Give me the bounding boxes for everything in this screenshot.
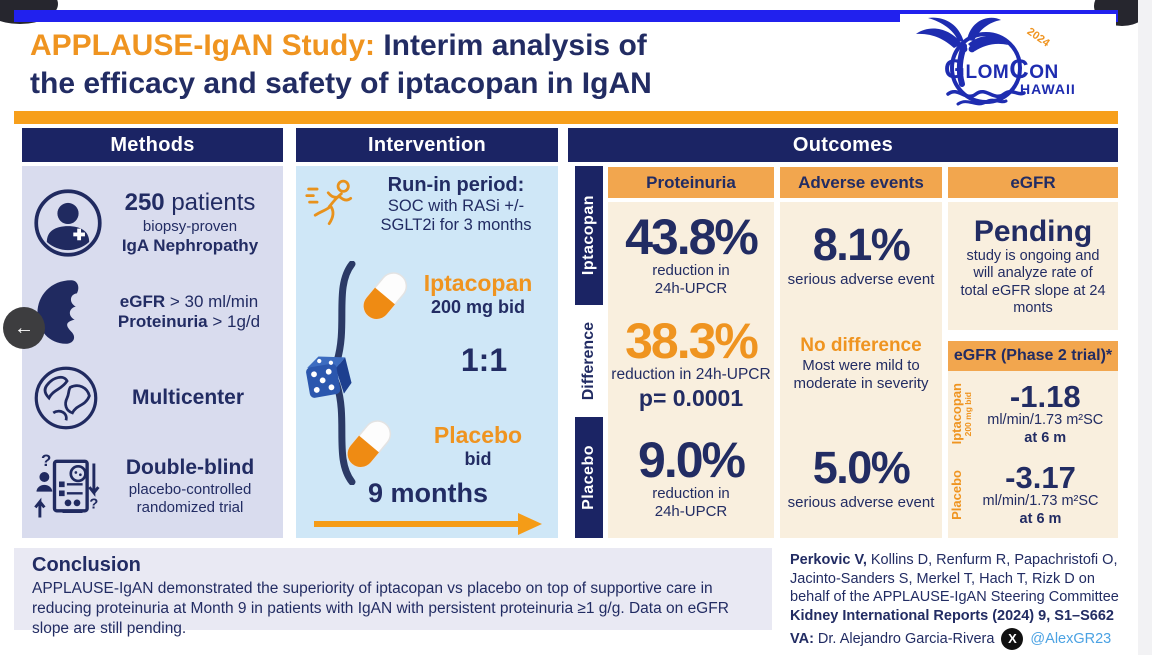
conclusion-title: Conclusion <box>32 554 141 576</box>
cell-iptacopan-adverse: 8.1% serious adverse event <box>787 218 935 288</box>
logo-year: 2024 <box>1025 26 1053 50</box>
double-blind-label: Double-blind <box>125 456 255 480</box>
egfr-phase2-panel <box>948 371 1118 538</box>
timeline-arrow <box>314 513 542 535</box>
run-in-line3: SGLT2i for 3 months <box>380 216 532 234</box>
phase2-iptacopan-label: Iptacopan 200 mg bid <box>949 383 973 445</box>
orange-divider-bar <box>14 111 1118 124</box>
runner-icon <box>305 179 353 225</box>
carousel-back-button[interactable]: ← <box>3 307 45 349</box>
proteinuria-value: > 1g/d <box>207 312 261 331</box>
conclusion-text: APPLAUSE-IgAN demonstrated the superiori… <box>32 580 729 637</box>
outcomes-header-label: Outcomes <box>792 133 894 156</box>
adverse-column-panel <box>780 202 942 538</box>
title-highlight: APPLAUSE-IgAN Study: <box>30 29 375 62</box>
page-gutter <box>1138 0 1152 655</box>
top-blue-bar <box>14 10 1118 22</box>
arm1-dose: 200 mg bid <box>430 297 526 317</box>
patients-word: patients <box>164 189 256 217</box>
logo-location: HAWAII <box>1020 81 1076 97</box>
intervention-header-label: Intervention <box>367 133 487 156</box>
multicenter-label: Multicenter <box>131 386 244 410</box>
arm2-name: Placebo <box>433 422 523 448</box>
proteinuria-column-panel <box>608 202 774 538</box>
col-header-egfr: eGFR <box>948 167 1118 198</box>
question-glyph: ? <box>41 451 51 470</box>
col-header-adverse-events: Adverse events <box>780 167 942 198</box>
methods-panel: 250 patients biopsy-proven IgA Nephropat… <box>22 166 283 538</box>
intervention-panel: Run-in period: SOC with RASi +/- SGLT2i … <box>296 166 558 538</box>
arm1-name: Iptacopan <box>423 270 533 296</box>
egfr-label: eGFR <box>119 291 166 311</box>
title-line2: the efficacy and safety of iptacopan in … <box>30 66 652 100</box>
col-header-proteinuria: Proteinuria <box>608 167 774 198</box>
run-in-line2: SOC with RASi +/- <box>387 197 525 215</box>
cell-difference-proteinuria: 38.3% reduction in 24h-UPCR p= 0.0001 <box>611 313 771 411</box>
proteinuria-label: Proteinuria <box>117 312 208 331</box>
outcomes-header: Outcomes <box>568 128 1118 162</box>
trial-line2: placebo-controlled <box>128 480 252 498</box>
egfr-value: > 30 ml/min <box>165 291 259 311</box>
title-rest: Interim analysis of <box>375 29 647 62</box>
patients-line3: IgA Nephropathy <box>121 236 259 256</box>
trial-design-icon: ? ? <box>34 451 100 518</box>
methods-header-label: Methods <box>110 133 195 156</box>
cell-iptacopan-proteinuria: 43.8% reduction in 24h-UPCR <box>625 209 759 297</box>
phase2-placebo-label: Placebo <box>949 470 964 520</box>
methods-header: Methods <box>22 128 283 162</box>
cell-placebo-proteinuria: 9.0% reduction in 24h-UPCR <box>638 432 746 520</box>
phase2-placebo-value: -3.17 ml/min/1.73 m²SC at 6 m <box>982 460 1099 527</box>
run-in-title: Run-in period: <box>387 174 525 196</box>
egfr-phase2-header: eGFR (Phase 2 trial)* <box>948 341 1118 371</box>
methods-item-egfr: eGFR > 30 ml/min Proteinuria > 1g/d <box>32 270 276 354</box>
conclusion-box: Conclusion APPLAUSE-IgAN demonstrated th… <box>14 548 772 637</box>
glomcon-logo-graphic: 2024 GlomCon HAWAII <box>916 17 1076 106</box>
back-arrow-icon: ← <box>14 316 34 339</box>
methods-item-trial: ? ? Double-blind placebo-controlled rand… <box>32 442 276 530</box>
globe-icon <box>34 366 98 430</box>
run-in-block: Run-in period: SOC with RASi +/- SGLT2i … <box>360 174 552 235</box>
trial-line3: randomized trial <box>136 498 244 516</box>
glomcon-logo: 2024 GlomCon HAWAII <box>900 14 1116 112</box>
egfr-pending-panel <box>948 202 1118 330</box>
phase2-row-iptacopan: Iptacopan 200 mg bid -1.18 ml/min/1.73 m… <box>949 375 1118 453</box>
citation-journal: Kidney International Reports (2024) 9, S… <box>790 607 1114 624</box>
citation-va-line: VA: Dr. Alejandro Garcia-Rivera X @AlexG… <box>790 628 1126 651</box>
randomization-ratio: 1:1 <box>460 342 508 378</box>
placebo-pill-icon <box>340 413 399 475</box>
iptacopan-pill-icon <box>356 265 415 327</box>
arm-iptacopan: Iptacopan 200 mg bid <box>402 270 554 318</box>
phase2-iptacopan-value: -1.18 ml/min/1.73 m²SC at 6 m <box>987 379 1104 446</box>
dice-icon <box>306 356 352 398</box>
intervention-header: Intervention <box>296 128 558 162</box>
row-label-iptacopan: Iptacopan <box>575 166 603 305</box>
methods-item-multicenter: Multicenter <box>32 358 276 438</box>
logo-name: GlomCon <box>944 54 1059 84</box>
arm-placebo: Placebo bid <box>402 422 554 470</box>
kidney-icon <box>37 280 79 344</box>
x-twitter-icon: X <box>1001 628 1024 651</box>
duration-label: 9 months <box>367 478 488 508</box>
cell-placebo-adverse: 5.0% serious adverse event <box>787 441 935 511</box>
twitter-handle: @AlexGR23 <box>1030 630 1112 647</box>
methods-item-patients: 250 patients biopsy-proven IgA Nephropat… <box>32 180 276 266</box>
citation-authors: Perkovic V, Kollins D, Renfurm R, Papach… <box>790 552 1119 606</box>
arm2-dose: bid <box>464 449 492 469</box>
question-glyph: ? <box>89 497 98 513</box>
phase2-row-placebo: Placebo -3.17 ml/min/1.73 m²SC at 6 m <box>949 456 1118 534</box>
patient-icon <box>34 189 102 257</box>
citation-block: Perkovic V, Kollins D, Renfurm R, Papach… <box>790 551 1126 651</box>
page-title: APPLAUSE-IgAN Study: Interim analysis of… <box>30 27 890 102</box>
row-label-difference: Difference <box>580 322 597 401</box>
row-label-placebo: Placebo <box>575 417 603 538</box>
cell-difference-adverse: No difference Most were mild to moderate… <box>793 335 929 392</box>
cell-egfr-pending: Pending study is ongoing and will analyz… <box>960 215 1106 316</box>
patients-line2: biopsy-proven <box>142 218 238 236</box>
patients-count: 250 <box>124 189 165 217</box>
